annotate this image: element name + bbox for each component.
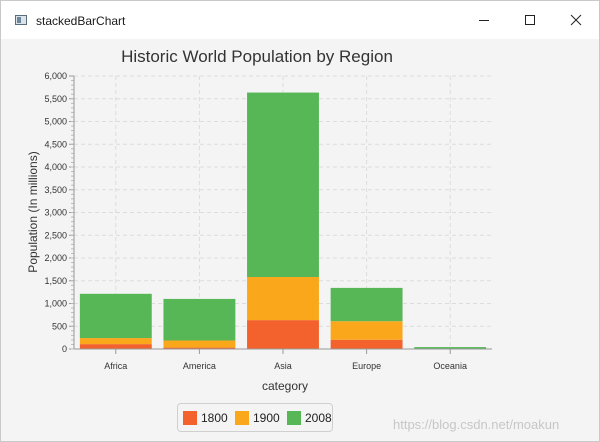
maximize-icon (525, 15, 535, 25)
bar-asia-2008 (247, 92, 319, 278)
legend-label-1800: 1800 (201, 411, 228, 425)
watermark-text: https://blog.csdn.net/moakun (393, 417, 560, 432)
maximize-button[interactable] (507, 1, 553, 39)
close-button[interactable] (553, 1, 599, 39)
y-tick-label: 500 (52, 321, 67, 331)
window-title: stackedBarChart (36, 14, 126, 28)
y-tick-label: 2,500 (44, 230, 67, 240)
y-tick-label: 4,500 (44, 139, 67, 149)
bar-europe-2008 (330, 287, 403, 322)
legend-label-1900: 1900 (253, 411, 280, 425)
chart-legend: 1800 1900 2008 (177, 403, 333, 432)
bar-africa-1800 (79, 344, 152, 349)
y-tick-label: 5,000 (44, 117, 67, 127)
bar-oceania-2008 (414, 347, 487, 349)
y-tick-label: 3,500 (44, 185, 67, 195)
bar-europe-1900 (330, 321, 403, 340)
legend-swatch-1900 (235, 411, 249, 425)
y-tick-label: 2,000 (44, 253, 67, 263)
chart-title: Historic World Population by Region (121, 47, 393, 66)
legend-item-1800: 1800 (183, 410, 228, 426)
legend-swatch-1800 (183, 411, 197, 425)
app-icon (15, 15, 27, 25)
minimize-icon (479, 20, 489, 21)
y-axis-label: Population (In millions) (26, 151, 40, 272)
minimize-button[interactable] (461, 1, 507, 39)
plot-layer: 0 500 1,000 1,500 2,000 2,500 3,000 3,500 4,000 4… (44, 71, 492, 371)
bar-america-1900 (163, 340, 236, 348)
x-tick-label: Europe (352, 361, 381, 371)
close-icon (570, 14, 582, 26)
bar-asia-1800 (247, 320, 319, 349)
bar-america-1800 (163, 347, 236, 349)
y-tick-label: 6,000 (44, 71, 67, 81)
bar-africa-2008 (79, 293, 152, 339)
x-tick-label: Oceania (433, 361, 467, 371)
legend-label-2008: 2008 (305, 411, 332, 425)
x-tick-label: Asia (274, 361, 292, 371)
y-tick-label: 0 (62, 344, 67, 354)
legend-item-2008: 2008 (287, 410, 332, 426)
title-bar[interactable]: stackedBarChart (1, 1, 599, 39)
x-tick-label: Africa (104, 361, 127, 371)
stacked-bar-chart: Historic World Population by Region cate… (26, 47, 492, 393)
legend-swatch-2008 (287, 411, 301, 425)
x-axis-label: category (262, 379, 308, 393)
legend-item-1900: 1900 (235, 410, 280, 426)
bar-asia-1900 (247, 277, 319, 321)
bar-africa-1900 (79, 338, 152, 345)
chart-area: Historic World Population by Region cate… (1, 39, 599, 441)
y-tick-label: 1,500 (44, 276, 67, 286)
y-tick-label: 1,000 (44, 299, 67, 309)
x-tick-label: America (183, 361, 216, 371)
y-tick-label: 5,500 (44, 94, 67, 104)
bar-europe-1800 (330, 339, 403, 349)
bar-america-2008 (163, 298, 236, 341)
y-tick-label: 3,000 (44, 208, 67, 218)
y-tick-label: 4,000 (44, 162, 67, 172)
